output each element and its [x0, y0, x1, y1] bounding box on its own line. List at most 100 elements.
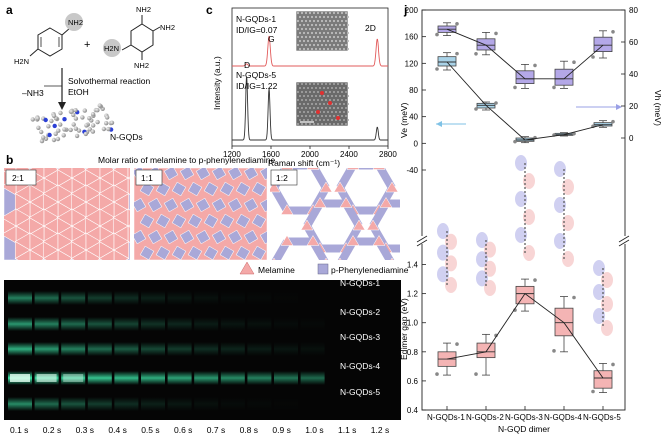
lattice-dot [335, 95, 337, 97]
lattice-dot [320, 43, 324, 47]
time-label: 1.0 s [305, 425, 323, 435]
tick-label: 0.6 [407, 377, 419, 386]
orbital-lobe [554, 233, 566, 249]
melamine-triangle [113, 184, 130, 203]
lattice-dot [312, 19, 316, 23]
lattice-dot [347, 103, 349, 105]
lattice-dot [330, 15, 334, 19]
lattice-dot [347, 95, 349, 97]
lattice-dot [311, 95, 313, 97]
lattice-dot [315, 87, 317, 89]
glow-cell [247, 371, 272, 385]
lattice-dot [335, 119, 337, 121]
atom [61, 133, 66, 138]
ppd-square [155, 213, 171, 229]
ppd-square [187, 181, 203, 197]
lattice-dot [297, 115, 299, 117]
atom [91, 123, 96, 128]
lattice-dot [327, 119, 329, 121]
lattice-dot [307, 95, 309, 97]
glow-cell [167, 397, 192, 411]
box-ve [515, 70, 535, 85]
panel-d: d N-GQDs-1N-GQDs-2N-GQDs-3N-GQDs-4N-GQDs… [4, 278, 401, 435]
lattice-dot [309, 91, 311, 93]
orbital-lobe [593, 284, 605, 300]
lattice-dot [331, 87, 333, 89]
atom [90, 112, 96, 117]
lattice-dot [333, 115, 335, 117]
orbital-lobe [601, 320, 613, 336]
atom [51, 113, 57, 119]
outlier-point [533, 278, 537, 282]
lattice-dot [316, 19, 320, 23]
lattice-dot [337, 107, 339, 109]
glow-cell [247, 342, 272, 356]
tick-label: 120 [405, 59, 419, 68]
lattice-dot [299, 87, 301, 89]
lattice-dot [338, 23, 342, 27]
melamine-triangle [272, 257, 276, 260]
glow-cell [141, 342, 165, 356]
lattice-dot [331, 119, 333, 121]
lattice-dot [344, 19, 348, 23]
glow-core [63, 374, 84, 382]
glow-cell [221, 291, 245, 305]
lattice-dot [296, 27, 300, 31]
row-label: N-GQDs-5 [340, 387, 380, 397]
outlier-point [552, 349, 556, 353]
ppd-square [171, 181, 187, 197]
category-label: N-GQDs-5 [583, 413, 621, 422]
melamine-nh2-left: H2N [104, 44, 119, 53]
lattice-dot [325, 83, 327, 85]
n-gqd-molecule [30, 103, 115, 144]
orbital-lobe [437, 223, 449, 239]
glow-cell [221, 397, 245, 411]
lattice-dot [317, 99, 319, 101]
lattice-dot [302, 39, 306, 43]
byproduct-nh3: –NH3 [22, 88, 44, 98]
lattice-dot [333, 91, 335, 93]
glow-cell [194, 397, 219, 411]
lattice-dot [337, 83, 339, 85]
outlier-point [513, 139, 517, 144]
lattice-dot [342, 39, 346, 43]
lattice-dot [340, 35, 344, 39]
melamine-triangle [57, 184, 74, 203]
raman-x-ticks: 1200 1600 2000 2400 2800 [223, 146, 397, 159]
glow-cell [194, 342, 219, 356]
lattice-dot [326, 31, 330, 35]
lattice-dot [312, 35, 316, 39]
svg-text:p-Phenylenediamine: p-Phenylenediamine [331, 265, 409, 275]
lattice-dot [315, 103, 317, 105]
melamine-triangle [29, 184, 46, 203]
glow-cell [8, 342, 32, 356]
lattice-dot [305, 99, 307, 101]
melamine-triangle [390, 257, 394, 260]
lattice-dot [307, 103, 309, 105]
atom [71, 122, 76, 127]
atom [90, 129, 96, 134]
row-label: N-GQDs-3 [340, 332, 380, 342]
lattice-dot [301, 83, 303, 85]
orbital-lobe [445, 233, 457, 250]
melamine-nh2-right: NH2 [160, 23, 175, 32]
time-label: 0.8 s [240, 425, 258, 435]
lattice-dot [317, 123, 319, 125]
lattice-dot [318, 23, 322, 27]
melamine-triangle [127, 208, 130, 227]
melamine-triangle [99, 208, 116, 227]
lattice-dot [299, 95, 301, 97]
atom [46, 124, 51, 129]
lattice-dot [345, 123, 347, 125]
orbital-renderings [437, 155, 613, 336]
lattice-dot [331, 95, 333, 97]
glow-cell [194, 317, 219, 331]
lattice-dot [345, 83, 347, 85]
glow-cell [87, 371, 112, 385]
panel-a: a NH2 H2N + NH2 H2N NH2 NH2 [6, 3, 175, 144]
glow-cell [8, 291, 32, 305]
outlier-point [552, 85, 556, 90]
melamine-triangle [346, 234, 360, 246]
lattice-dot [301, 99, 303, 101]
glow-cell [300, 371, 325, 385]
